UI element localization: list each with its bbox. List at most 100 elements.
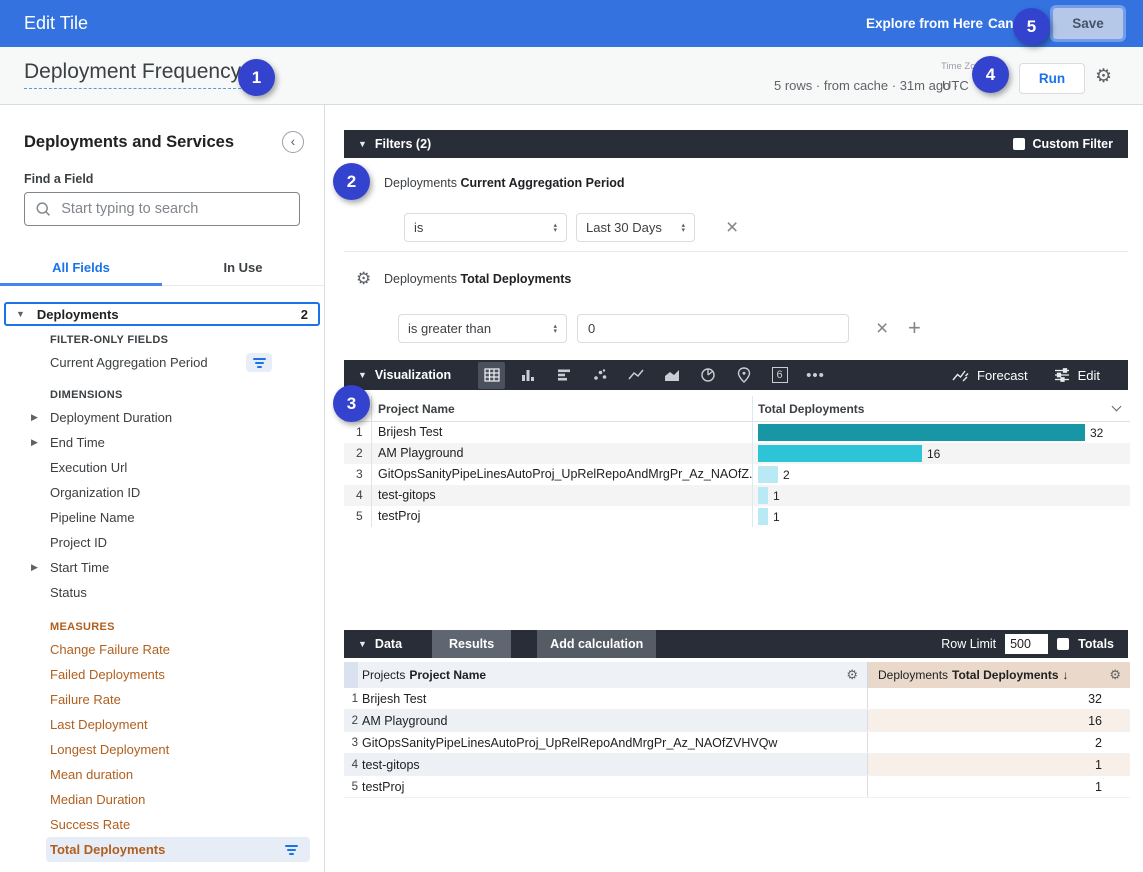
filter2-operator-select[interactable]: is greater than ▴ ▾ [398,314,567,343]
row-number: 3 [344,464,372,485]
viz-column-total-deployments[interactable]: Total Deployments [753,396,1130,421]
edit-settings-icon [1054,368,1069,382]
page-title[interactable]: Deployment Frequency [24,60,242,89]
column-header-project-name[interactable]: Projects Project Name ⚙ [358,662,868,688]
line-chart-icon[interactable] [622,362,649,389]
custom-filter-checkbox[interactable] [1013,138,1026,150]
project-name-cell[interactable]: testProj [372,506,753,527]
filter2-value-input[interactable] [577,314,849,343]
group-expand-icon[interactable]: ▼ [16,309,25,319]
collapse-sidebar-button[interactable]: ‹ [282,131,304,153]
field-end-time[interactable]: ▶ End Time [0,430,324,455]
field-deployment-duration[interactable]: ▶ Deployment Duration [0,405,324,430]
timezone-value[interactable]: UTC [942,78,969,93]
save-button[interactable]: Save [1053,8,1123,39]
expand-arrow-icon[interactable]: ▶ [31,412,38,422]
expand-arrow-icon[interactable]: ▶ [31,437,38,447]
column-header-total-deployments[interactable]: Deployments Total Deployments ↓ ⚙ [868,662,1130,688]
field-search-input[interactable] [59,200,289,218]
project-name-cell[interactable]: AM Playground [358,710,868,731]
single-value-chart-icon[interactable]: 6 [766,362,793,389]
column-gear-icon[interactable]: ⚙ [846,667,858,682]
field-execution-url[interactable]: Execution Url [0,455,324,480]
remove-filter2-icon[interactable]: × [876,317,889,340]
pie-chart-icon[interactable] [694,362,721,389]
expand-arrow-icon[interactable]: ▶ [31,562,38,572]
collapse-section-icon[interactable]: ▼ [358,370,367,380]
tab-all-fields[interactable]: All Fields [52,260,110,275]
deployment-bar[interactable] [758,508,768,525]
field-last-deployment[interactable]: Last Deployment [0,712,324,737]
tab-in-use[interactable]: In Use [223,260,263,275]
field-label: End Time [50,435,105,450]
viz-column-project-name[interactable]: Project Name [372,396,753,421]
field-status[interactable]: Status [0,580,324,605]
project-name-cell[interactable]: testProj [358,776,868,797]
project-name-cell[interactable]: test-gitops [358,754,868,775]
field-project-id[interactable]: Project ID [0,530,324,555]
deployment-bar[interactable] [758,445,922,462]
total-deployments-cell[interactable]: 2 [1095,736,1102,750]
deployment-bar[interactable] [758,487,768,504]
visualization-section-header[interactable]: ▼ Visualization 6 ••• [344,360,1128,390]
add-filter-icon[interactable]: + [908,315,921,340]
collapse-section-icon[interactable]: ▼ [358,639,367,649]
total-deployments-cell[interactable]: 1 [868,754,1130,775]
totals-checkbox[interactable] [1057,638,1070,650]
map-chart-icon[interactable] [730,362,757,389]
field-change-failure-rate[interactable]: Change Failure Rate [0,637,324,662]
data-section-header[interactable]: ▼ Data Results Add calculation Row Limit… [344,630,1128,658]
field-failed-deployments[interactable]: Failed Deployments [0,662,324,687]
field-failure-rate[interactable]: Failure Rate [0,687,324,712]
remove-filter1-icon[interactable]: × [726,216,739,239]
collapse-section-icon[interactable]: ▼ [358,139,367,149]
table-chart-icon[interactable] [478,361,505,389]
field-median-duration[interactable]: Median Duration [0,787,324,812]
filter-icon[interactable] [278,840,304,859]
field-success-rate[interactable]: Success Rate [0,812,324,837]
field-current-aggregation-period[interactable]: Current Aggregation Period [0,350,324,375]
field-organization-id[interactable]: Organization ID [0,480,324,505]
deployment-bar[interactable] [758,466,778,483]
project-name-cell[interactable]: GitOpsSanityPipeLinesAutoProj_UpRelRepoA… [372,464,753,485]
filter1-value-select[interactable]: Last 30 Days ▴ ▾ [576,213,695,242]
project-name-cell[interactable]: test-gitops [372,485,753,506]
total-deployments-cell[interactable]: 1 [1095,780,1102,794]
results-tab[interactable]: Results [432,630,512,658]
deployments-group-row[interactable]: ▼ Deployments 2 [4,302,320,326]
explore-from-here-link[interactable]: Explore from Here [866,16,984,31]
filters-section-header[interactable]: ▼ Filters (2) Custom Filter [344,130,1128,158]
column-menu-chevron-icon[interactable] [1111,401,1122,412]
project-name-cell[interactable]: Brijesh Test [372,422,753,443]
field-pipeline-name[interactable]: Pipeline Name [0,505,324,530]
field-longest-deployment[interactable]: Longest Deployment [0,737,324,762]
column-chart-icon[interactable] [514,362,541,389]
header-gear-icon[interactable]: ⚙ [1095,66,1113,87]
column-gear-icon[interactable]: ⚙ [1109,667,1121,682]
scatter-chart-icon[interactable] [586,362,613,389]
row-limit-input[interactable] [1005,634,1049,654]
edit-visualization-button[interactable]: Edit [1054,367,1100,383]
project-name-cell[interactable]: AM Playground [372,443,753,464]
bar-chart-icon[interactable] [550,362,577,389]
forecast-button[interactable]: Forecast [952,367,1028,384]
project-name-cell[interactable]: GitOpsSanityPipeLinesAutoProj_UpRelRepoA… [358,732,868,753]
total-deployments-cell[interactable]: 32 [1088,692,1102,706]
field-total-deployments[interactable]: Total Deployments [46,837,310,862]
column-label: Total Deployments [758,401,865,416]
total-deployments-cell[interactable]: 16 [868,710,1130,731]
area-chart-icon[interactable] [658,362,685,389]
viz-row: 4 test-gitops 1 [344,485,1130,506]
sort-desc-icon[interactable]: ↓ [1062,668,1069,682]
more-chart-types-icon[interactable]: ••• [806,366,825,384]
run-button[interactable]: Run [1019,63,1085,94]
filter1-operator-select[interactable]: is ▴ ▾ [404,213,567,242]
project-name-cell[interactable]: Brijesh Test [358,688,868,709]
filter-icon[interactable] [246,353,272,372]
field-start-time[interactable]: ▶ Start Time [0,555,324,580]
field-search-box[interactable] [24,192,300,226]
add-calculation-button[interactable]: Add calculation [537,630,657,658]
filter2-gear-icon[interactable]: ⚙ [356,269,372,288]
field-mean-duration[interactable]: Mean duration [0,762,324,787]
deployment-bar[interactable] [758,424,1085,441]
